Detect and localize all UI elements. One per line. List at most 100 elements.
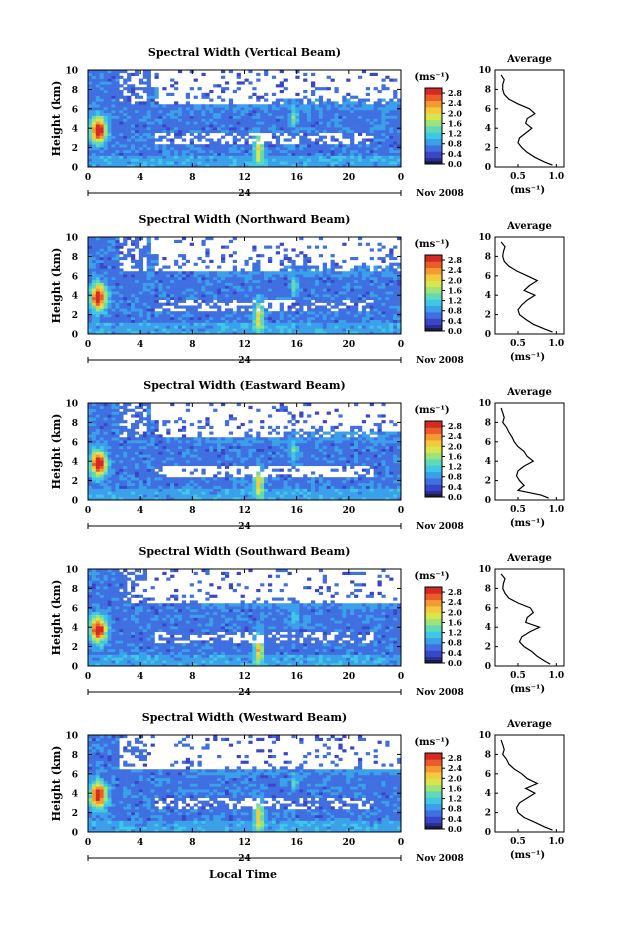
heatmap-cell xyxy=(197,488,202,492)
heatmap-cell xyxy=(115,155,120,159)
heatmap-cell xyxy=(283,285,288,289)
heatmap-cell xyxy=(107,124,112,128)
heatmap-cell xyxy=(150,158,155,162)
heatmap-cell xyxy=(111,155,116,159)
heatmap-cell xyxy=(311,104,316,108)
heatmap-cell xyxy=(389,305,394,309)
heatmap-cell xyxy=(162,109,167,114)
heatmap-cell xyxy=(228,319,234,323)
heatmap-cell xyxy=(385,124,390,128)
heatmap-cell xyxy=(205,251,210,255)
heatmap-cell xyxy=(197,127,202,131)
heatmap-cell xyxy=(385,302,390,306)
heatmap-cell xyxy=(197,325,202,329)
heatmap-cell xyxy=(170,112,175,116)
heatmap-cell xyxy=(115,411,120,415)
heatmap-cell xyxy=(393,78,398,82)
heatmap-cell xyxy=(346,107,351,111)
heatmap-cell xyxy=(111,325,116,329)
heatmap-cell xyxy=(123,164,128,168)
heatmap xyxy=(88,403,402,501)
heatmap-cell xyxy=(338,328,343,332)
heatmap-cell xyxy=(138,497,144,501)
heatmap-cell xyxy=(205,115,210,119)
heatmap-cell xyxy=(142,477,147,481)
heatmap-cell xyxy=(295,109,300,114)
heatmap-cell xyxy=(189,104,194,108)
heatmap-cell xyxy=(88,101,93,105)
heatmap-cell xyxy=(142,70,147,74)
heatmap-cell xyxy=(138,112,144,116)
heatmap-cell xyxy=(166,155,171,159)
heatmap-cell xyxy=(138,434,144,438)
heatmap-cell xyxy=(115,87,120,91)
heatmap-cell xyxy=(201,118,206,122)
heatmap-cell xyxy=(154,299,159,303)
heatmap-cell xyxy=(350,279,355,283)
heatmap-cell xyxy=(201,480,206,484)
heatmap-cell xyxy=(205,316,210,321)
heatmap-cell xyxy=(146,325,151,329)
heatmap-cell xyxy=(107,256,112,261)
heatmap-cell xyxy=(201,92,206,96)
heatmap-cell xyxy=(201,442,206,447)
heatmap-cell xyxy=(154,144,159,148)
heatmap-cell xyxy=(150,109,155,114)
heatmap-cell xyxy=(217,84,222,88)
heatmap-cell xyxy=(127,403,132,407)
heatmap-cell xyxy=(146,158,151,162)
heatmap-cell xyxy=(303,72,308,76)
heatmap-cell xyxy=(365,265,370,269)
heatmap-cell xyxy=(357,155,363,159)
heatmap-cell xyxy=(99,129,104,134)
heatmap-cell xyxy=(142,474,147,478)
heatmap-cell xyxy=(209,109,214,114)
heatmap-cell xyxy=(260,285,265,289)
heatmap-cell xyxy=(174,81,179,85)
heatmap-cell xyxy=(123,132,128,136)
heatmap-cell xyxy=(154,451,159,455)
heatmap-cell xyxy=(393,161,398,165)
heatmap-cell xyxy=(174,454,179,458)
heatmap-cell xyxy=(131,87,136,91)
heatmap-cell xyxy=(107,285,112,289)
heatmap-cell xyxy=(357,104,363,108)
heatmap-cell xyxy=(95,491,101,495)
heatmap-cell xyxy=(295,118,300,122)
heatmap-cell xyxy=(197,434,202,438)
heatmap-cell xyxy=(127,322,132,326)
heatmap-cell xyxy=(357,115,363,119)
heatmap-cell xyxy=(154,95,159,99)
heatmap-cell xyxy=(99,121,104,125)
heatmap-cell xyxy=(127,164,132,168)
heatmap-cell xyxy=(205,265,210,269)
heatmap-cell xyxy=(193,78,198,82)
heatmap-cell xyxy=(307,279,312,283)
heatmap-cell xyxy=(201,462,206,467)
heatmap-cell xyxy=(350,164,355,168)
heatmap-cell xyxy=(244,296,249,301)
heatmap-cell xyxy=(252,149,257,154)
heatmap-cell xyxy=(103,491,108,495)
heatmap-cell xyxy=(119,144,124,148)
heatmap-cell xyxy=(389,262,394,266)
heatmap-cell xyxy=(138,237,144,241)
heatmap-cell xyxy=(123,152,128,156)
heatmap-cell xyxy=(142,328,147,332)
heatmap-cell xyxy=(158,144,163,148)
heatmap-cell xyxy=(119,279,124,283)
heatmap-cell xyxy=(197,87,202,91)
heatmap-cell xyxy=(307,322,312,326)
heatmap-cell xyxy=(134,239,140,243)
heatmap-cell xyxy=(240,124,245,128)
heatmap-cell xyxy=(150,457,155,461)
heatmap-cell xyxy=(213,141,218,145)
heatmap-cell xyxy=(271,152,277,156)
heatmap-cell xyxy=(131,331,136,335)
heatmap-cell xyxy=(170,482,175,487)
heatmap-cell xyxy=(142,276,147,281)
heatmap-cell xyxy=(181,109,187,114)
heatmap-cell xyxy=(221,121,226,125)
heatmap-cell xyxy=(224,276,230,281)
heatmap-cell xyxy=(369,322,374,326)
